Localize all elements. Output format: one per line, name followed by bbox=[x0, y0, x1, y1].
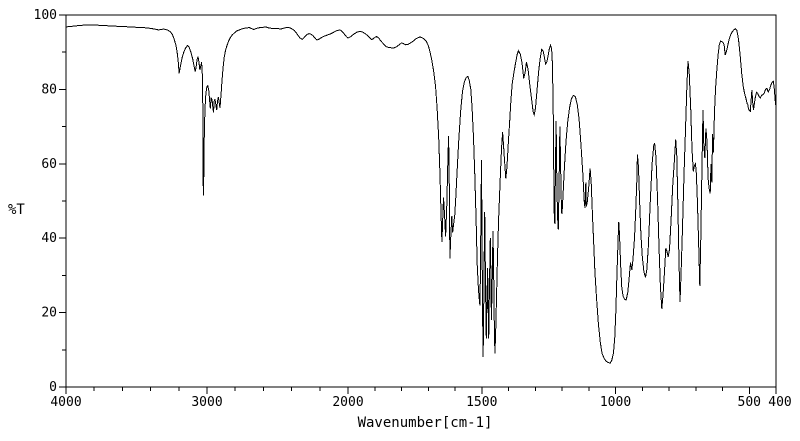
y-tick-label: 60 bbox=[41, 157, 57, 172]
x-tick-label: 500 bbox=[738, 395, 761, 410]
x-axis-title: Wavenumber[cm-1] bbox=[358, 415, 493, 431]
y-tick-label: 100 bbox=[34, 8, 57, 23]
x-tick-label: 1000 bbox=[600, 395, 631, 410]
x-tick-label: 3000 bbox=[191, 395, 222, 410]
y-tick-label: 20 bbox=[41, 306, 57, 321]
y-tick-label: 40 bbox=[41, 231, 57, 246]
y-tick-label: 0 bbox=[49, 380, 57, 395]
x-tick-label: 4000 bbox=[50, 395, 81, 410]
y-tick-label: 80 bbox=[41, 82, 57, 97]
spectrum-line bbox=[65, 24, 777, 364]
x-tick-label: 2000 bbox=[332, 395, 363, 410]
x-tick-label: 1500 bbox=[466, 395, 497, 410]
x-tick-label: 400 bbox=[768, 395, 791, 410]
y-axis-title: %T bbox=[8, 202, 25, 218]
